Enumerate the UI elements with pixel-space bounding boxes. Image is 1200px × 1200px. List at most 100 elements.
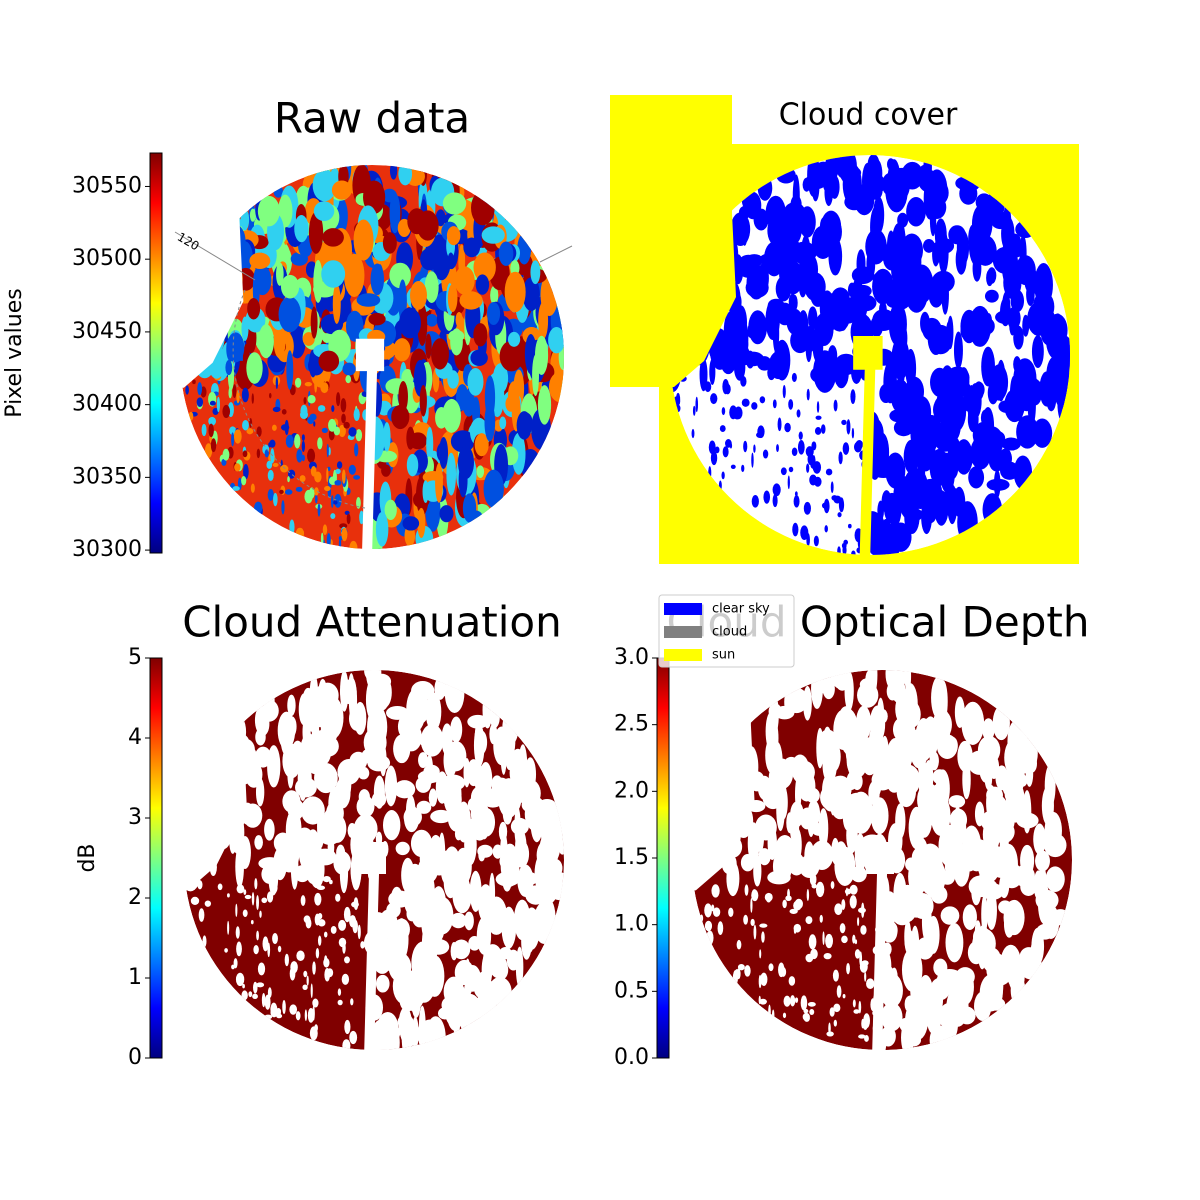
image-texture (1010, 289, 1025, 313)
image-texture (235, 903, 238, 917)
image-texture (881, 1005, 902, 1022)
image-texture (233, 429, 242, 444)
image-texture (278, 833, 289, 875)
image-texture (949, 808, 968, 831)
image-texture (889, 409, 908, 423)
image-texture (926, 421, 938, 452)
image-texture (849, 791, 873, 834)
image-texture (987, 381, 999, 405)
image-texture (776, 787, 785, 832)
image-texture (979, 974, 1003, 1012)
image-texture (320, 532, 324, 546)
image-texture (338, 538, 342, 549)
image-texture (753, 444, 756, 453)
legend-label: cloud (712, 625, 747, 640)
image-texture (1019, 875, 1030, 890)
image-texture (721, 407, 726, 416)
image-texture (252, 993, 258, 999)
image-texture (424, 271, 439, 303)
y-tick-label: 0.0 (614, 1045, 649, 1070)
image-texture (806, 388, 810, 401)
image-texture (353, 408, 360, 422)
image-texture (322, 524, 328, 536)
image-mask (355, 338, 385, 558)
image-texture (408, 432, 428, 450)
image-texture (473, 252, 496, 283)
image-texture (854, 294, 877, 312)
image-texture (222, 448, 230, 461)
image-texture (857, 917, 860, 927)
image-texture (372, 673, 392, 690)
image-texture (811, 822, 828, 836)
image-texture (777, 417, 782, 432)
image-texture (845, 887, 849, 897)
image-texture (934, 490, 949, 526)
image-texture (887, 753, 895, 782)
image-texture (816, 401, 820, 413)
image-texture (815, 236, 837, 256)
image-texture (314, 471, 322, 483)
image-texture (332, 283, 341, 324)
image-texture (454, 266, 475, 295)
image-texture (499, 416, 507, 430)
image-texture (962, 904, 977, 931)
image-texture (904, 920, 912, 954)
image-texture (341, 469, 346, 484)
image-texture (317, 437, 323, 450)
image-texture (903, 950, 918, 985)
image-texture (277, 945, 282, 953)
image-texture (851, 772, 863, 791)
image-texture (729, 405, 738, 420)
image-texture (814, 312, 834, 346)
image-texture (317, 405, 326, 412)
y-tick-label: 1 (128, 965, 142, 990)
image-texture (792, 522, 799, 537)
image-texture (349, 751, 368, 771)
image-texture (468, 510, 483, 524)
image-texture (221, 458, 227, 466)
image-texture (797, 440, 805, 455)
image-texture (382, 810, 401, 841)
image-texture (267, 942, 271, 958)
image-texture (348, 464, 356, 475)
image-texture (301, 440, 306, 453)
axis-label: dB (75, 843, 100, 872)
image-texture (904, 1033, 922, 1047)
image-texture (902, 683, 918, 726)
image-texture (357, 924, 361, 940)
image-texture (819, 914, 823, 923)
image-texture (431, 338, 449, 370)
image-texture (286, 350, 294, 390)
image-texture (467, 714, 489, 729)
image-texture (870, 797, 889, 835)
image-texture (314, 494, 318, 504)
image-texture (1044, 833, 1067, 858)
image-texture (307, 448, 316, 463)
image-texture (1041, 786, 1054, 826)
image-texture (335, 468, 341, 475)
image-texture (302, 984, 308, 991)
image-texture (524, 757, 537, 792)
image-texture (264, 818, 275, 841)
image-texture (370, 263, 385, 296)
image-texture (704, 920, 713, 932)
image-texture (745, 254, 764, 267)
image-texture (236, 390, 240, 404)
image-texture (743, 914, 748, 925)
image-texture (873, 196, 885, 234)
image-texture (740, 375, 747, 387)
image-texture (266, 460, 273, 469)
image-texture (241, 387, 249, 403)
image-texture (339, 852, 349, 894)
image-texture (236, 884, 245, 894)
panel: Cloud Attenuation 0 1 2 3 4 5 dB (75, 598, 564, 1070)
image-texture (441, 723, 453, 756)
image-texture (721, 471, 725, 480)
image-texture (339, 523, 348, 529)
image-texture (849, 884, 858, 895)
image-texture (284, 419, 289, 436)
image-texture (807, 802, 815, 838)
image-texture (450, 328, 463, 356)
image-texture (475, 274, 490, 295)
image-texture (933, 459, 951, 476)
